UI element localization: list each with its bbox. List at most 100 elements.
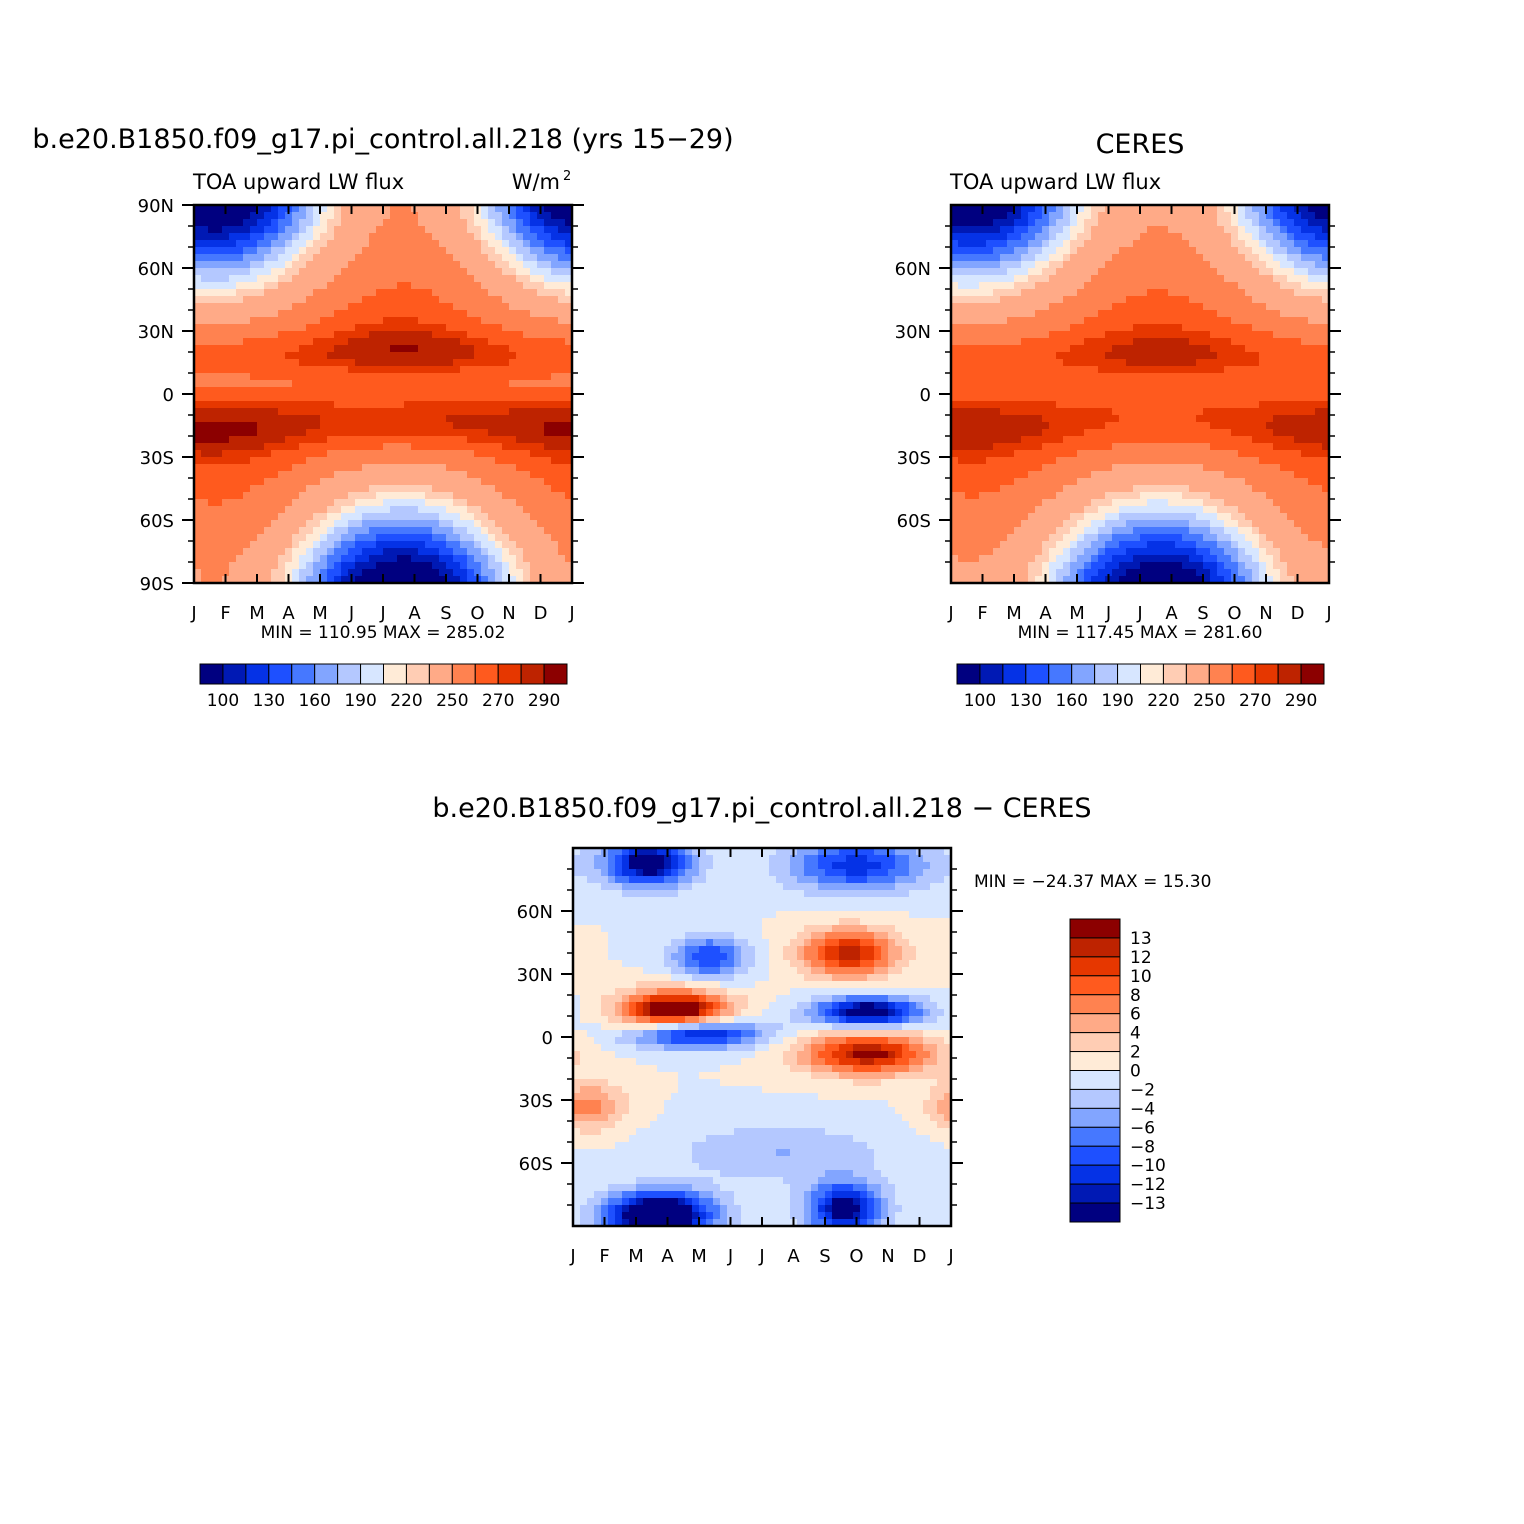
model-cell: [432, 373, 440, 381]
model-cell: [516, 317, 524, 325]
model-cell: [481, 247, 489, 255]
model-cell: [271, 485, 279, 493]
ceres-cell: [1245, 443, 1253, 451]
model-cell: [467, 422, 475, 430]
model-cell: [383, 345, 391, 353]
model-y-tick-label: 60S: [140, 511, 174, 532]
ceres-cell: [1126, 415, 1134, 423]
ceres-cell: [965, 219, 973, 227]
ceres-cell: [1315, 401, 1323, 409]
model-cell: [530, 415, 538, 423]
model-cell: [362, 506, 370, 514]
ceres-cell: [1119, 436, 1127, 444]
model-cell: [243, 282, 251, 290]
model-cell: [523, 303, 531, 311]
model-cell: [229, 478, 237, 486]
model-cell: [418, 282, 426, 290]
model-cell: [208, 485, 216, 493]
ceres-cell: [1021, 345, 1029, 353]
ceres-cell: [1077, 324, 1085, 332]
ceres-cell: [951, 275, 959, 283]
ceres-cell: [1056, 436, 1064, 444]
ceres-cell: [1315, 275, 1323, 283]
model-cell: [341, 240, 349, 248]
model-cell: [481, 261, 489, 269]
model-cell: [334, 471, 342, 479]
ceres-cell: [1322, 310, 1330, 318]
model-cell: [565, 513, 573, 521]
ceres-cell: [1091, 366, 1099, 374]
model-cell: [509, 380, 517, 388]
ceres-cell: [1231, 352, 1239, 360]
model-cell: [432, 317, 440, 325]
model-cell: [320, 499, 328, 507]
model-cell: [383, 352, 391, 360]
model-cell: [516, 240, 524, 248]
model-cell: [250, 233, 258, 241]
ceres-cell: [1322, 282, 1330, 290]
ceres-cell: [1217, 450, 1225, 458]
model-cell: [565, 233, 573, 241]
model-cell: [278, 478, 286, 486]
model-cell: [278, 555, 286, 563]
model-cell: [418, 506, 426, 514]
ceres-cell: [1231, 226, 1239, 234]
ceres-cell: [986, 289, 994, 297]
ceres-cell: [1266, 443, 1274, 451]
model-cell: [236, 562, 244, 570]
model-cell: [341, 492, 349, 500]
ceres-cell: [1154, 205, 1162, 213]
model-cell: [376, 429, 384, 437]
model-cell: [474, 394, 482, 402]
ceres-cell: [1021, 275, 1029, 283]
model-cell: [306, 415, 314, 423]
ceres-cell: [1266, 373, 1274, 381]
ceres-cell: [1280, 401, 1288, 409]
ceres-cell: [1042, 261, 1050, 269]
model-cell: [551, 380, 559, 388]
ceres-cell: [1112, 219, 1120, 227]
ceres-cell: [1266, 352, 1274, 360]
model-cell: [278, 527, 286, 535]
ceres-cell: [1112, 450, 1120, 458]
ceres-cell: [1084, 387, 1092, 395]
model-cell: [243, 254, 251, 262]
model-cell: [397, 303, 405, 311]
model-cell: [411, 380, 419, 388]
model-cell: [390, 345, 398, 353]
model-cell: [509, 373, 517, 381]
model-cell: [299, 268, 307, 276]
model-cell: [215, 499, 223, 507]
model-cell: [488, 352, 496, 360]
model-cell: [243, 569, 251, 577]
ceres-cell: [1154, 352, 1162, 360]
model-cell: [558, 380, 566, 388]
model-cell: [194, 345, 202, 353]
ceres-cell: [951, 387, 959, 395]
model-cell: [425, 212, 433, 220]
ceres-cell: [1231, 289, 1239, 297]
model-cell: [271, 576, 279, 584]
model-cell: [285, 359, 293, 367]
model-cell: [327, 282, 335, 290]
model-cell: [488, 513, 496, 521]
ceres-cell: [993, 261, 1001, 269]
model-cell: [488, 247, 496, 255]
ceres-cell: [979, 331, 987, 339]
model-cell: [404, 310, 412, 318]
model-cell: [544, 415, 552, 423]
model-cell: [348, 352, 356, 360]
model-cell: [495, 457, 503, 465]
model-cell: [201, 233, 209, 241]
model-cell: [418, 275, 426, 283]
ceres-cell: [1231, 303, 1239, 311]
model-cell: [558, 471, 566, 479]
model-cell: [453, 282, 461, 290]
ceres-cell: [972, 303, 980, 311]
model-cell: [439, 352, 447, 360]
model-cell: [551, 240, 559, 248]
model-cell: [201, 415, 209, 423]
ceres-cell: [1098, 240, 1106, 248]
model-cell: [355, 408, 363, 416]
ceres-cell: [1315, 205, 1323, 213]
